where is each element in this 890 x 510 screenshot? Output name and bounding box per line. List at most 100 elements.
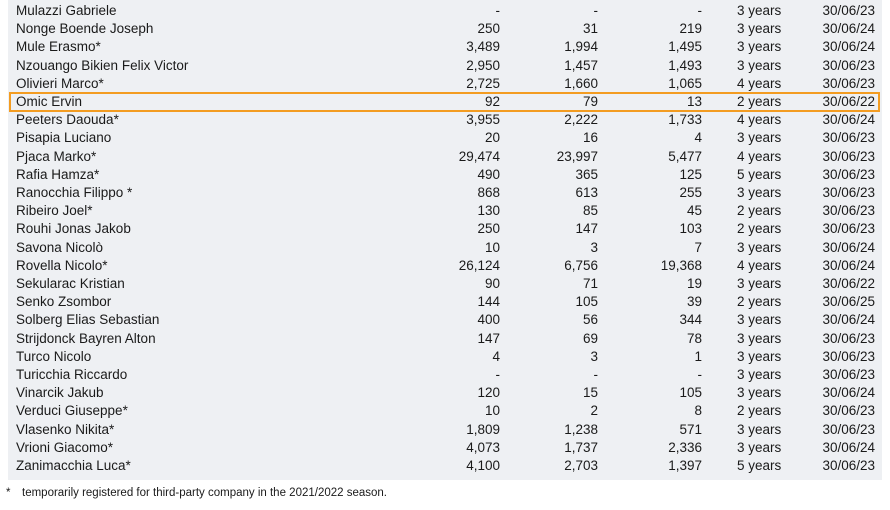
value-col-3: 344 [679, 312, 702, 328]
value-col-1: 29,474 [458, 148, 500, 164]
player-name: Savona Nicolò [16, 239, 104, 255]
table-row: Nzouango Bikien Felix Victor 2,950 1,457 1,… [8, 57, 882, 75]
footnote-text: temporarily registered for third-party c… [22, 487, 388, 499]
value-col-3: 45 [686, 203, 702, 219]
player-name: Pjaca Marko* [16, 148, 97, 164]
contract-expiry: 30/06/23 [822, 221, 875, 237]
value-col-2: 15 [582, 385, 598, 401]
player-name: Ribeiro Joel* [16, 203, 93, 219]
contract-duration: 2 years [737, 203, 782, 219]
contract-duration: 3 years [737, 239, 782, 255]
contract-duration: 4 years [737, 75, 782, 91]
value-col-1: 147 [477, 330, 500, 346]
player-name: Nzouango Bikien Felix Victor [16, 57, 189, 73]
value-col-2: 85 [582, 203, 598, 219]
contract-expiry: 30/06/23 [822, 403, 875, 419]
contract-expiry: 30/06/23 [822, 75, 875, 91]
contract-duration: 3 years [737, 439, 782, 455]
table-row: Pisapia Luciano 20 16 4 3 years 30/06/23 [8, 129, 882, 147]
contract-duration: 5 years [737, 166, 782, 182]
contract-expiry: 30/06/24 [822, 21, 875, 37]
value-col-2: 3 [590, 239, 598, 255]
contract-expiry: 30/06/23 [822, 348, 875, 364]
player-name: Senko Zsombor [16, 294, 112, 310]
contract-expiry: 30/06/23 [822, 458, 875, 473]
value-col-3: - [697, 367, 703, 382]
contract-duration: 5 years [737, 458, 782, 473]
value-col-2: 2,703 [564, 458, 598, 473]
contract-expiry: 30/06/24 [822, 385, 875, 401]
player-name: Rafia Hamza* [16, 166, 100, 182]
player-name: Turicchia Riccardo [16, 367, 128, 382]
contract-expiry: 30/06/23 [822, 3, 875, 18]
contract-duration: 3 years [737, 21, 782, 37]
table-row: Zanimacchia Luca* 4,100 2,703 1,397 5 years 3… [8, 457, 882, 475]
contract-expiry: 30/06/23 [822, 203, 875, 219]
player-name: Olivieri Marco* [16, 75, 104, 91]
value-col-3: 219 [679, 21, 702, 37]
contract-expiry: 30/06/23 [822, 330, 875, 346]
value-col-1: 4,073 [466, 439, 500, 455]
table-row: Turco Nicolo 4 3 1 3 years 30/06/23 [8, 348, 882, 366]
contract-duration: 3 years [737, 385, 782, 401]
contract-duration: 4 years [737, 148, 782, 164]
contract-expiry: 30/06/24 [822, 239, 875, 255]
player-name: Vlasenko Nikita* [16, 421, 115, 437]
value-col-1: 26,124 [458, 257, 500, 273]
contract-duration: 3 years [737, 276, 782, 291]
value-col-1: - [495, 367, 501, 382]
value-col-1: 4 [492, 348, 500, 364]
value-col-1: 400 [477, 312, 500, 328]
value-col-3: 39 [686, 294, 702, 310]
value-col-1: 2,950 [466, 57, 500, 73]
table-row: Vinarcik Jakub 120 15 105 3 years 30/06/24 [8, 384, 882, 402]
value-col-3: - [697, 3, 703, 18]
table-row: Verduci Giuseppe* 10 2 8 2 years 30/06/23 [8, 402, 882, 420]
table-row: Omic Ervin 92 79 13 2 years 30/06/22 [8, 93, 882, 111]
player-name: Vinarcik Jakub [16, 385, 104, 401]
value-col-3: 19 [686, 276, 702, 291]
contract-duration: 3 years [737, 39, 782, 55]
value-col-3: 13 [686, 94, 702, 109]
player-name: Turco Nicolo [16, 348, 92, 364]
value-col-1: 144 [477, 294, 500, 310]
value-col-1: 4,100 [466, 458, 500, 473]
value-col-3: 78 [686, 330, 702, 346]
contract-expiry: 30/06/23 [822, 148, 875, 164]
value-col-3: 1,065 [668, 75, 702, 91]
player-name: Mule Erasmo* [16, 39, 101, 55]
contract-duration: 4 years [737, 257, 782, 273]
value-col-3: 103 [679, 221, 702, 237]
value-col-2: 16 [582, 130, 598, 146]
value-col-2: 1,660 [564, 75, 598, 91]
value-col-2: 105 [575, 294, 598, 310]
table-row: Vlasenko Nikita* 1,809 1,238 571 3 years 30/0… [8, 421, 882, 439]
value-col-2: 1,457 [564, 57, 598, 73]
footnote-marker: * [6, 487, 11, 499]
value-col-2: 23,997 [556, 148, 598, 164]
contract-expiry: 30/06/23 [822, 185, 875, 200]
value-col-1: 490 [477, 166, 500, 182]
contract-duration: 3 years [737, 3, 782, 18]
value-col-2: 613 [575, 185, 598, 200]
value-col-1: 2,725 [466, 75, 500, 91]
value-col-2: 71 [582, 276, 598, 291]
contract-duration: 2 years [737, 403, 782, 419]
value-col-1: 1,809 [466, 421, 500, 437]
value-col-2: 69 [582, 330, 598, 346]
table-row: Olivieri Marco* 2,725 1,660 1,065 4 years 30/… [8, 75, 882, 93]
value-col-1: 130 [477, 203, 500, 219]
player-name: Vrioni Giacomo* [16, 439, 114, 455]
contract-duration: 3 years [737, 421, 782, 437]
table-row: Mule Erasmo* 3,489 1,994 1,495 3 years 30/06/… [8, 38, 882, 56]
footnote: * temporarily registered for third-party … [6, 487, 387, 499]
contract-expiry: 30/06/25 [822, 294, 875, 310]
value-col-3: 1,495 [668, 39, 702, 55]
table-row: Senko Zsombor 144 105 39 2 years 30/06/25 [8, 293, 882, 311]
contract-duration: 3 years [737, 185, 782, 200]
value-col-2: - [593, 367, 599, 382]
contract-duration: 3 years [737, 57, 782, 73]
value-col-3: 1,493 [668, 57, 702, 73]
player-name: Zanimacchia Luca* [16, 458, 131, 473]
value-col-2: 1,737 [564, 439, 598, 455]
